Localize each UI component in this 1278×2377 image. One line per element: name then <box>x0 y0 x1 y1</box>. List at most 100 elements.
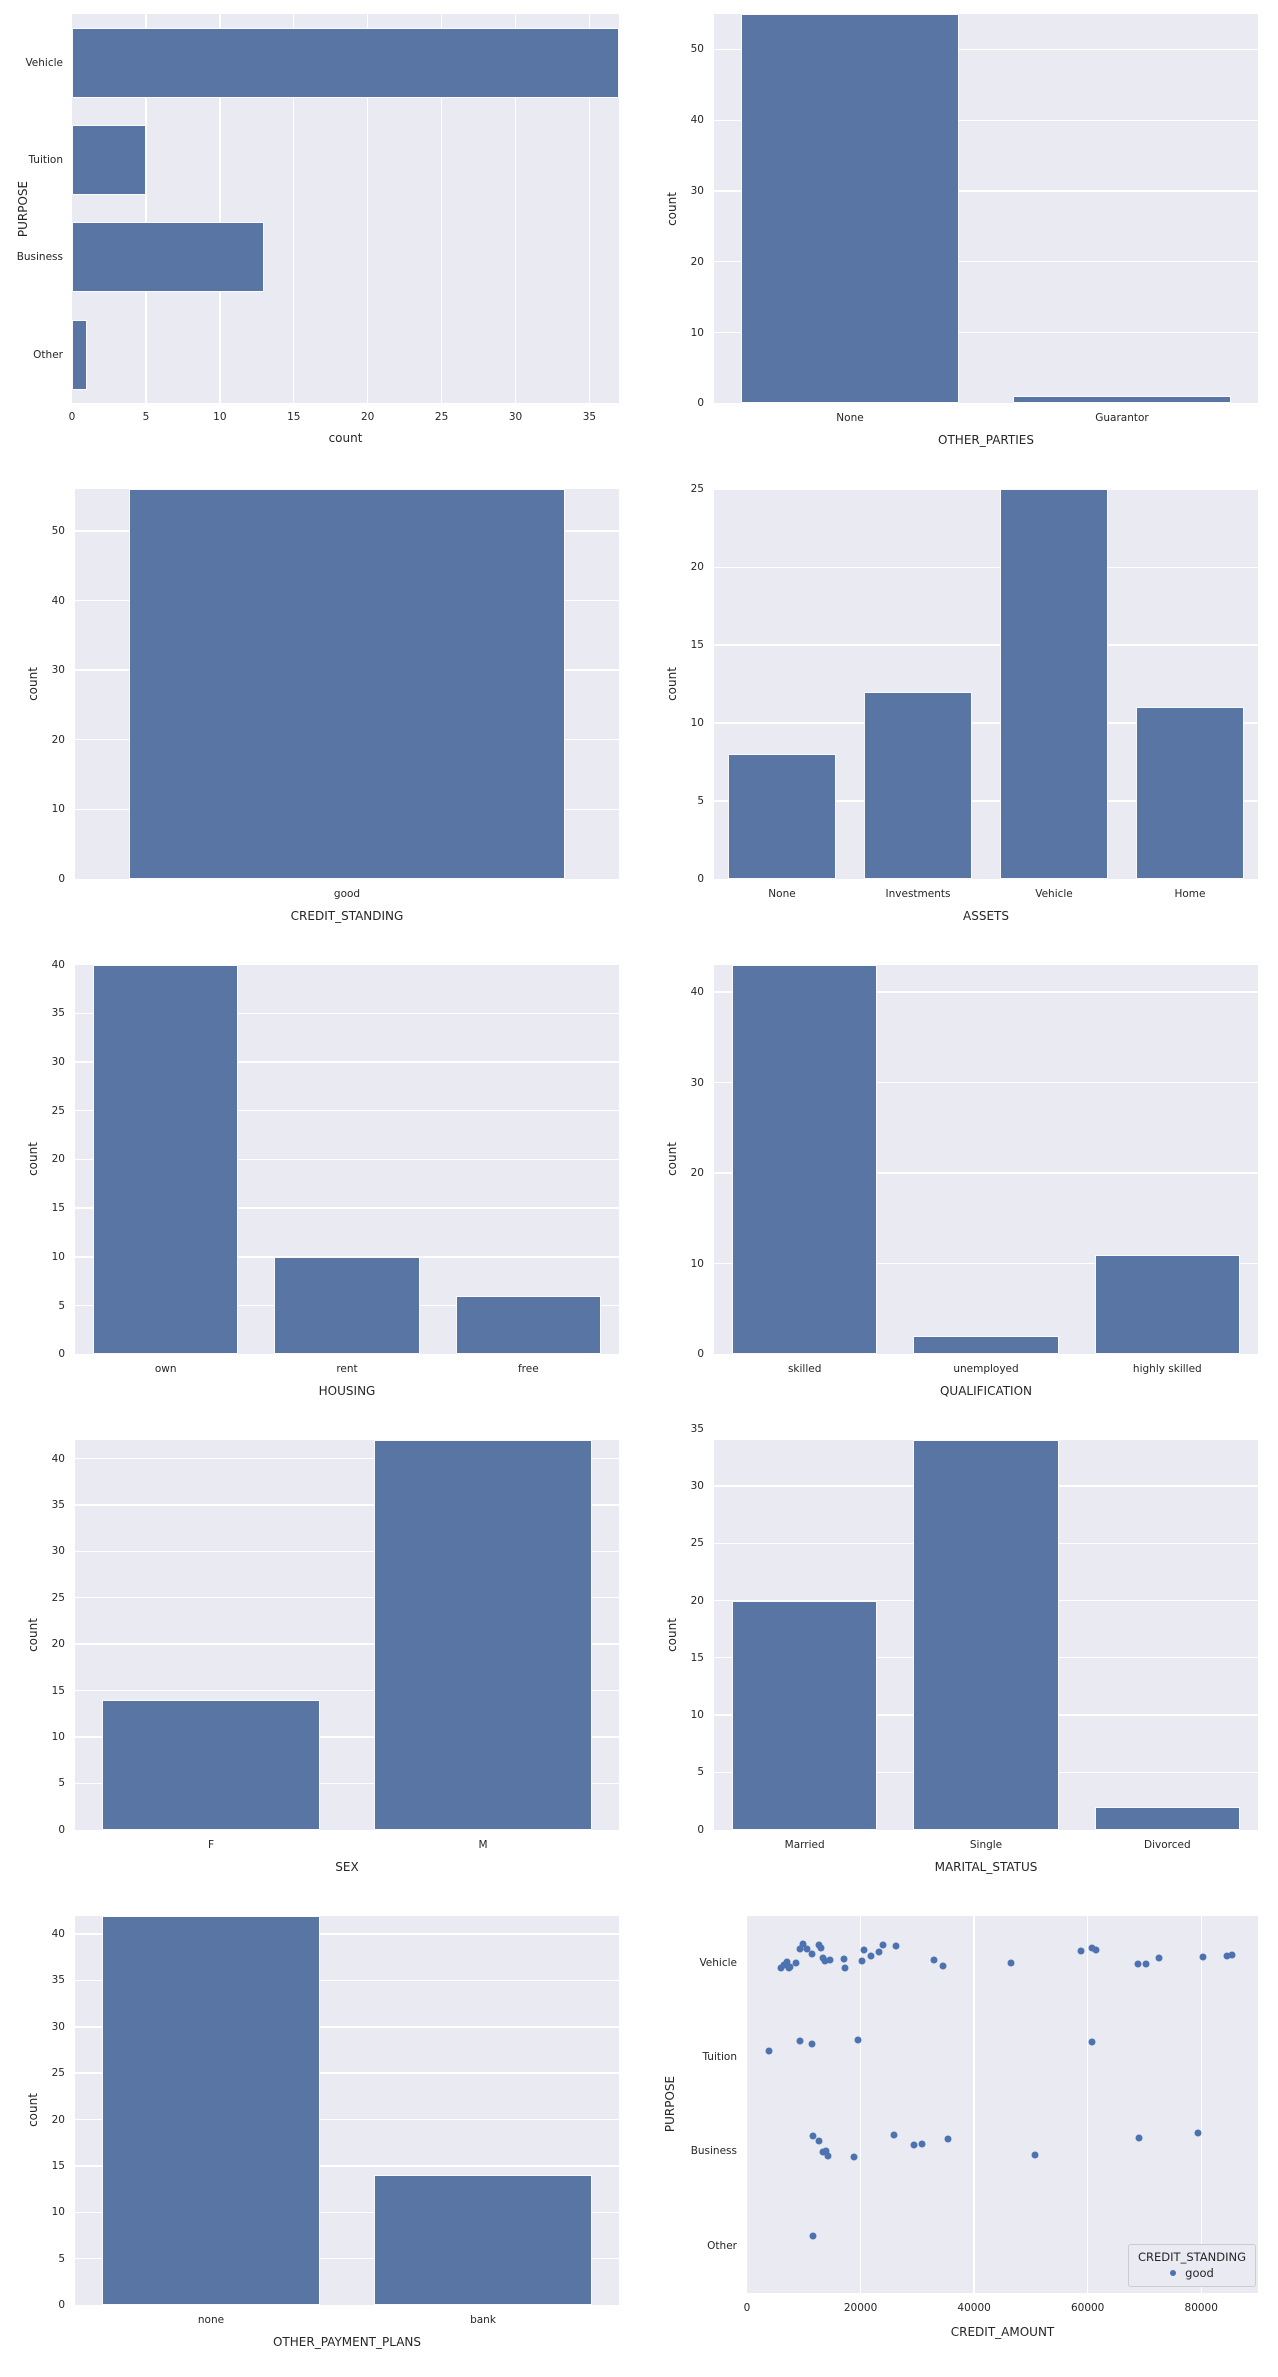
y-axis-label: count <box>26 1142 40 1177</box>
x-axis-label: count <box>328 431 363 446</box>
plot-area <box>75 1440 619 1830</box>
gridline-horizontal <box>75 1597 619 1599</box>
gridline-vertical <box>145 14 147 404</box>
scatter-point <box>815 2137 823 2145</box>
y-axis-tick-label: 50 <box>51 525 65 538</box>
y-axis-tick-label: 30 <box>51 2020 65 2033</box>
plot-area <box>75 1915 619 2305</box>
x-axis-tick-label: unemployed <box>953 1363 1019 1376</box>
bar-vehicle <box>72 27 619 98</box>
y-axis-tick-label: 35 <box>51 1499 65 1512</box>
legend-title: CREDIT_STANDING <box>1138 2249 1246 2264</box>
chart-cell-other-payment-plans: 0 5 10 15 20 25 30 35 40 none bank OTHER_PAYMENT_PL… <box>0 1902 639 2377</box>
y-axis-tick-label: 10 <box>51 1730 65 1743</box>
x-axis-tick-label: 20 <box>360 411 375 424</box>
gridline-horizontal <box>75 1207 619 1209</box>
y-axis-tick-label: Other <box>707 2239 737 2252</box>
gridline-horizontal <box>714 1428 1258 1430</box>
scatter-point <box>1031 2151 1039 2159</box>
plot-area <box>714 1428 1258 1830</box>
x-axis-tick-label: bank <box>470 2313 496 2326</box>
y-axis-tick-label: 15 <box>690 639 704 652</box>
gridline-horizontal <box>75 1736 619 1738</box>
y-axis-label: count <box>665 1617 679 1652</box>
gridline-horizontal <box>75 1256 619 1258</box>
gridline-horizontal <box>714 991 1258 993</box>
y-axis-label: count <box>26 667 40 702</box>
bar-own <box>93 964 239 1355</box>
x-axis-label: QUALIFICATION <box>939 1384 1033 1399</box>
gridline-horizontal <box>714 190 1258 192</box>
plot-area <box>714 14 1258 404</box>
y-axis-tick-label: 20 <box>51 1638 65 1651</box>
scatter-point <box>1135 2134 1143 2142</box>
y-axis-tick-label: 40 <box>51 594 65 607</box>
y-axis-tick-label: 15 <box>51 1684 65 1697</box>
scatter-point <box>867 1952 875 1960</box>
x-axis-label: OTHER_PARTIES <box>938 433 1034 448</box>
bar-f <box>102 1699 320 1830</box>
plot-area <box>747 1915 1258 2293</box>
scatter-point <box>803 1945 811 1953</box>
x-axis-tick-label: highly skilled <box>1132 1363 1202 1376</box>
scatter-point <box>1194 2129 1202 2137</box>
scatter-point <box>892 1942 900 1950</box>
gridline-horizontal <box>75 1933 619 1935</box>
gridline-horizontal <box>714 261 1258 263</box>
gridline-vertical <box>1086 1915 1089 2293</box>
x-axis-tick-label: 40000 <box>957 2301 991 2314</box>
plot-area <box>75 964 619 1355</box>
y-axis-tick-label: 5 <box>58 1777 65 1790</box>
y-axis-tick-label: 20 <box>51 2113 65 2126</box>
scatter-point <box>1223 1952 1231 1960</box>
plot-area <box>714 964 1258 1355</box>
x-axis-tick-label: Divorced <box>1144 1838 1191 1851</box>
gridline-horizontal <box>75 1458 619 1460</box>
x-axis-tick-label: 0 <box>68 411 76 424</box>
y-axis-tick-label: 20 <box>690 1594 704 1607</box>
scatter-point <box>875 1948 883 1956</box>
y-axis-tick-label: 10 <box>690 717 704 730</box>
scatter-point <box>1199 1953 1207 1961</box>
x-axis-tick-label: none <box>197 2313 225 2326</box>
scatter-point <box>786 1963 794 1971</box>
x-axis-tick-label: free <box>517 1363 539 1376</box>
bar-guarantor <box>1013 396 1231 404</box>
scatter-point <box>792 1959 800 1967</box>
scatter-point <box>939 1962 947 1970</box>
y-axis-tick-label: 50 <box>690 43 704 56</box>
y-axis-tick-label: Vehicle <box>699 1956 737 1969</box>
gridline-horizontal <box>714 644 1258 646</box>
bar-investments <box>863 691 973 879</box>
y-axis-tick-label: 25 <box>51 1591 65 1604</box>
plot-area <box>75 489 619 879</box>
y-axis-tick-label: 25 <box>51 2067 65 2080</box>
scatter-point <box>783 1958 791 1966</box>
scatter-point <box>808 2040 816 2048</box>
y-axis-tick-label: 0 <box>58 1823 65 1836</box>
y-axis-tick-label: 20 <box>690 561 704 574</box>
chart-cell-credit-amount-scatter: 0 20000 40000 60000 80000 Vehicle Tuition Busin… <box>639 1902 1278 2377</box>
scatter-point <box>858 1957 866 1965</box>
x-axis-tick-label: None <box>768 887 796 900</box>
x-axis-tick-label: own <box>154 1363 177 1376</box>
gridline-horizontal <box>714 566 1258 568</box>
gridline-vertical <box>293 14 295 404</box>
y-axis-tick-label: 35 <box>690 1422 704 1435</box>
y-axis-label: count <box>26 2093 40 2128</box>
gridline-vertical <box>859 1915 862 2293</box>
gridline-horizontal <box>75 2211 619 2213</box>
bar-free <box>455 1295 601 1355</box>
gridline-vertical <box>1200 1915 1202 2293</box>
y-axis-tick-label: 20 <box>690 255 704 268</box>
bar-highly-skilled <box>1094 1254 1240 1355</box>
scatter-point <box>824 2152 832 2159</box>
y-axis-tick-label: 30 <box>51 664 65 677</box>
y-axis-tick-label: 25 <box>690 483 704 496</box>
x-axis-tick-label: 5 <box>142 411 150 424</box>
legend-entry[interactable]: good <box>1138 2266 1246 2280</box>
scatter-point <box>826 1956 834 1964</box>
scatter-point <box>860 1946 868 1954</box>
bar-other <box>72 319 87 390</box>
scatter-point <box>1088 1944 1096 1952</box>
